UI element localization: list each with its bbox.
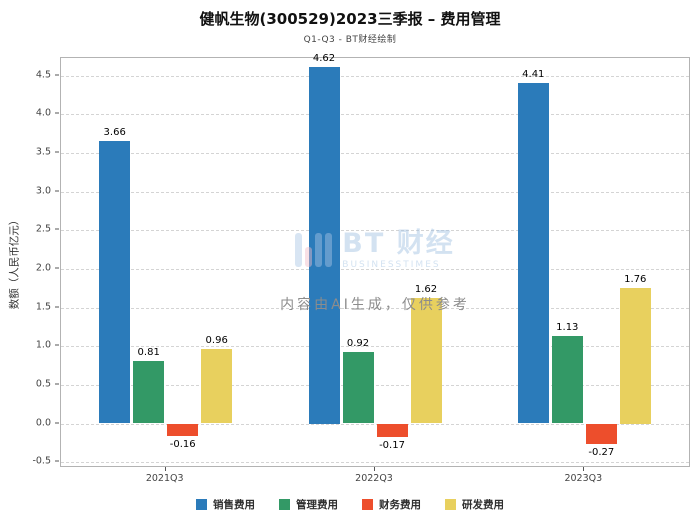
bar-管理费用-2023Q3	[551, 336, 583, 424]
y-tick-label: 3.5	[35, 146, 51, 158]
legend-swatch	[196, 499, 207, 510]
bar-value-label: 3.66	[103, 126, 126, 138]
gridline	[61, 153, 689, 154]
x-tick-label: 2021Q3	[145, 473, 184, 484]
y-tick-mark	[55, 422, 59, 423]
y-tick-label: 4.0	[35, 107, 51, 119]
y-tick-mark	[55, 190, 59, 192]
legend-label: 研发费用	[462, 499, 504, 511]
y-tick-label: 3.0	[35, 185, 51, 197]
legend-item-财务费用: 财务费用	[362, 497, 421, 512]
bar-研发费用-2022Q3	[410, 298, 442, 424]
gridline	[61, 230, 689, 232]
y-tick-mark	[55, 383, 59, 385]
gridline	[61, 114, 689, 116]
bar-value-label: -0.27	[588, 447, 615, 459]
bar-value-label: 1.13	[556, 322, 579, 334]
y-tick-label: 1.0	[35, 339, 51, 351]
bar-财务费用-2021Q3	[167, 423, 199, 436]
y-tick-mark	[55, 74, 59, 76]
y-tick-mark	[55, 228, 59, 230]
y-tick-label: 2.0	[35, 262, 51, 274]
y-tick-label: 0.0	[35, 417, 51, 428]
y-tick-label: 0.5	[35, 378, 51, 390]
gridline	[61, 384, 689, 386]
y-tick-mark	[55, 151, 59, 153]
bar-销售费用-2021Q3	[99, 140, 131, 424]
legend-swatch	[445, 499, 456, 510]
bar-财务费用-2022Q3	[376, 423, 408, 437]
bar-研发费用-2021Q3	[201, 349, 233, 424]
bar-财务费用-2023Q3	[585, 423, 617, 445]
y-tick-label: 2.5	[35, 223, 51, 235]
bar-管理费用-2021Q3	[133, 360, 165, 424]
bar-管理费用-2022Q3	[342, 352, 374, 424]
y-tick-mark	[55, 460, 59, 462]
bar-value-label: 0.92	[346, 338, 370, 350]
gridline	[61, 307, 689, 309]
legend-item-研发费用: 研发费用	[445, 497, 504, 512]
gridline	[61, 75, 689, 77]
bar-销售费用-2023Q3	[517, 82, 549, 424]
bar-value-label: -0.16	[169, 438, 196, 450]
bar-value-label: 4.41	[522, 68, 545, 80]
legend-item-管理费用: 管理费用	[279, 497, 338, 512]
legend-swatch	[362, 499, 373, 510]
chart-title: 健帆生物(300529)2023三季报 – 费用管理	[199, 10, 501, 28]
y-tick-mark	[55, 112, 59, 114]
legend-item-销售费用: 销售费用	[196, 497, 255, 512]
x-tick-mark	[164, 467, 166, 471]
legend-label: 财务费用	[379, 499, 421, 511]
bar-value-label: 1.76	[624, 273, 647, 285]
legend-label: 管理费用	[296, 499, 338, 511]
x-tick-label: 2023Q3	[564, 473, 603, 484]
y-axis-ticks: -0.5 0.0 0.5 1.0 1.5 2.0 2.5 3.0 3.5 4.0 4.5	[0, 57, 60, 467]
y-tick-mark	[55, 267, 59, 269]
legend-swatch	[279, 499, 290, 510]
y-tick-label: 4.5	[35, 69, 51, 81]
gridline	[61, 191, 689, 193]
y-tick-label: -0.5	[32, 455, 51, 467]
gridline	[61, 462, 689, 464]
y-tick-label: 1.5	[35, 301, 51, 313]
bar-value-label: 0.81	[137, 346, 160, 358]
bar-研发费用-2023Q3	[619, 287, 651, 424]
x-tick-mark	[583, 467, 585, 471]
chart-subtitle: Q1-Q3 - BT财经绘制	[303, 35, 397, 45]
gridline	[61, 423, 689, 425]
legend-label: 销售费用	[213, 499, 255, 511]
bar-value-label: 0.96	[205, 335, 228, 347]
gridline	[61, 346, 689, 348]
bar-value-label: 1.62	[414, 284, 438, 296]
y-tick-mark	[55, 306, 59, 308]
plot-area: BT 财经 BUSINESSTIMES 内容由AI生成，仅供参考 3.66 0.8…	[60, 53, 690, 467]
bar-销售费用-2022Q3	[308, 66, 340, 424]
bar-value-label: -0.17	[379, 439, 405, 451]
bars: 3.66 0.81 -0.16 0.96 4.62 0.92 -0.17 1.62 4.41 1.…	[61, 53, 689, 466]
x-tick-mark	[374, 467, 375, 471]
gridline	[61, 269, 689, 270]
x-tick-label: 2022Q3	[355, 473, 393, 484]
legend: 销售费用 管理费用 财务费用 研发费用	[0, 497, 700, 512]
bar-value-label: 4.62	[312, 52, 336, 64]
y-tick-mark	[55, 344, 59, 346]
